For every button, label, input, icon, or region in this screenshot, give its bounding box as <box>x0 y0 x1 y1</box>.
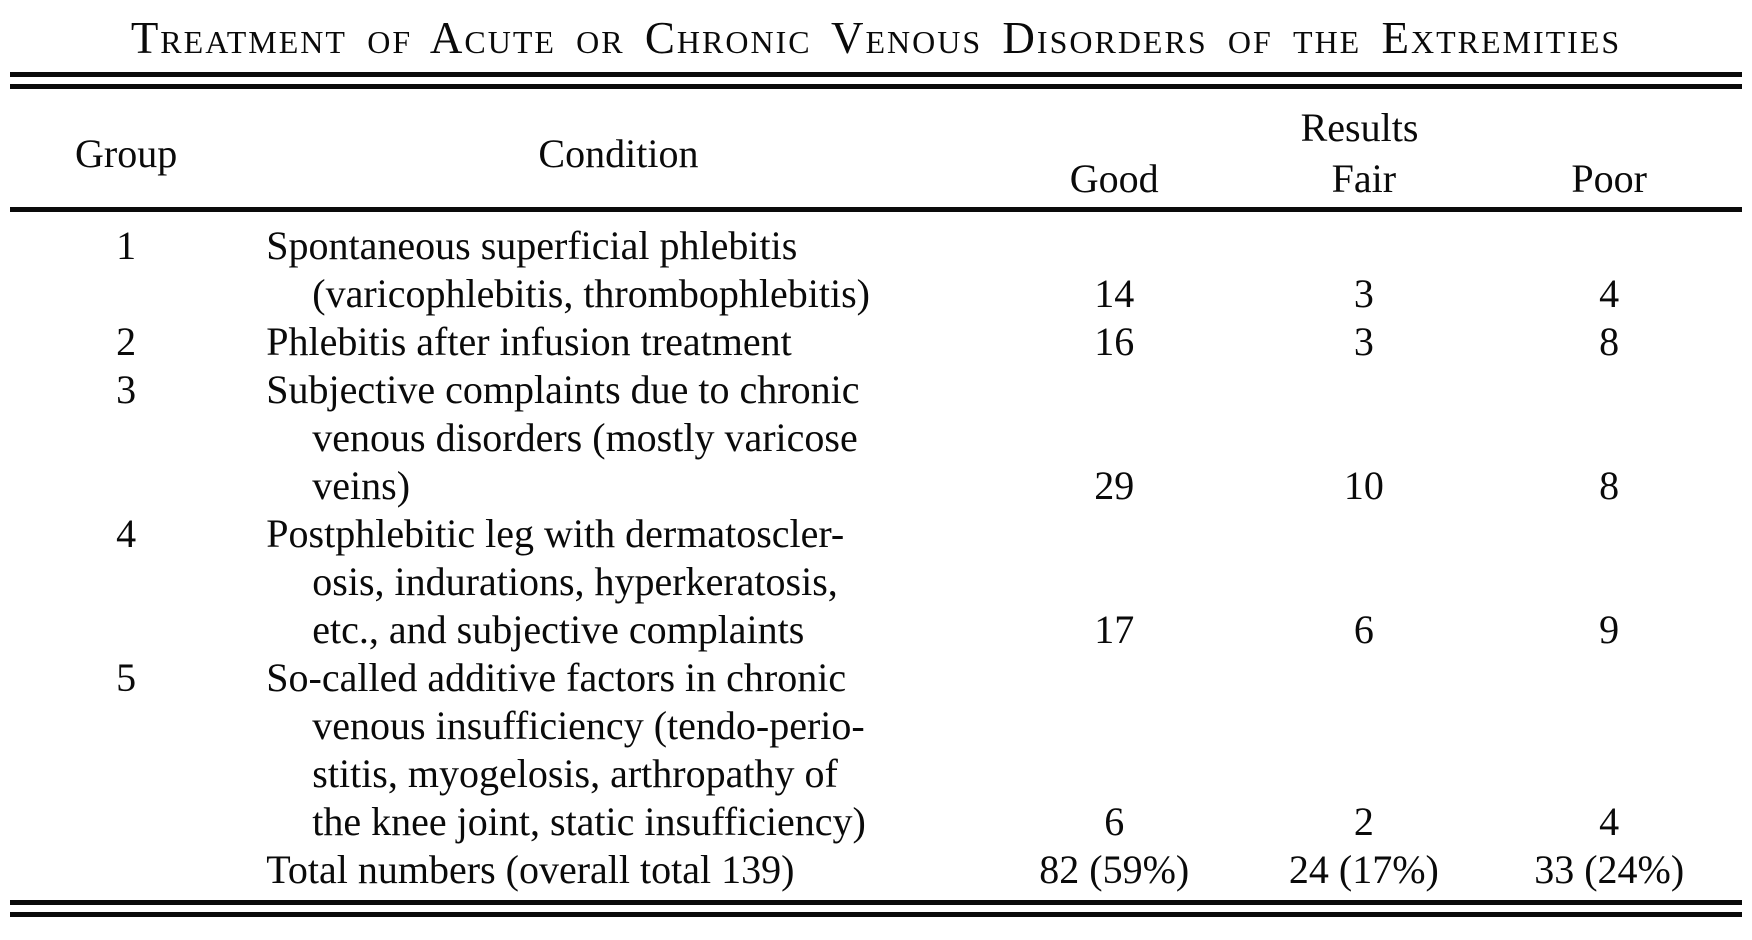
condition-line: veins) <box>312 463 411 508</box>
group-number-cell: 2 <box>116 319 137 364</box>
rule-line <box>10 912 1742 917</box>
condition-line: etc., and subjective complaints <box>312 607 805 652</box>
condition-line: the knee joint, static insufficiency) <box>312 799 866 844</box>
table-row: 3 Subjective complaints due to chronic v… <box>0 366 1752 510</box>
condition-line: So-called additive factors in chronic <box>266 655 847 700</box>
table-title: Treatment of Acute or Chronic Venous Dis… <box>130 13 1622 63</box>
good-value-cell: 6 <box>1104 799 1125 844</box>
table-row: 5 So-called additive factors in chronic … <box>0 654 1752 846</box>
condition-line: Spontaneous superficial phlebitis <box>266 223 798 268</box>
condition-cell: Subjective complaints due to chronic ven… <box>252 366 984 510</box>
fair-value-cell: 3 <box>1353 271 1374 316</box>
column-header-poor: Poor <box>1571 156 1647 201</box>
good-value-cell: 14 <box>1094 271 1135 316</box>
condition-line: osis, indurations, hyperkeratosis, <box>312 559 838 604</box>
column-header-fair: Fair <box>1331 156 1397 201</box>
poor-value-cell: 8 <box>1599 319 1620 364</box>
fair-value-cell: 2 <box>1353 799 1374 844</box>
header-separator-rule <box>10 207 1742 212</box>
totals-label: Total numbers (overall total 139) <box>266 847 795 892</box>
rule-line <box>10 72 1742 77</box>
fair-value-cell: 10 <box>1343 463 1384 508</box>
poor-value-cell: 4 <box>1599 271 1620 316</box>
condition-line: Postphlebitic leg with dermatoscler- <box>266 511 845 556</box>
good-value-cell: 16 <box>1094 319 1135 364</box>
table-row: 1 Spontaneous superficial phlebitis (var… <box>0 222 1752 318</box>
totals-fair-cell: 24 (17%) <box>1288 847 1439 892</box>
group-number-cell: 1 <box>116 223 137 268</box>
top-double-rule <box>0 72 1752 89</box>
condition-line: stitis, myogelosis, arthropathy of <box>312 751 838 796</box>
poor-value-cell: 4 <box>1599 799 1620 844</box>
condition-line: venous disorders (mostly varicose <box>312 415 858 460</box>
rule-line <box>10 84 1742 89</box>
fair-value-cell: 6 <box>1353 607 1374 652</box>
poor-value-cell: 8 <box>1599 463 1620 508</box>
condition-cell: Phlebitis after infusion treatment <box>252 318 984 366</box>
condition-line: Subjective complaints due to chronic <box>266 367 860 412</box>
good-value-cell: 29 <box>1094 463 1135 508</box>
condition-line: venous insufficiency (tendo-perio- <box>312 703 865 748</box>
column-header-results: Results <box>1300 105 1419 150</box>
column-header-group: Group <box>75 130 178 176</box>
poor-value-cell: 9 <box>1599 607 1620 652</box>
table-body: 1 Spontaneous superficial phlebitis (var… <box>0 212 1752 894</box>
condition-cell: Postphlebitic leg with dermatoscler- osi… <box>252 510 984 654</box>
rule-line <box>10 900 1742 905</box>
fair-value-cell: 3 <box>1353 319 1374 364</box>
totals-poor-cell: 33 (24%) <box>1534 847 1685 892</box>
column-header-condition: Condition <box>538 130 699 176</box>
bottom-double-rule <box>0 900 1752 917</box>
condition-line: Phlebitis after infusion treatment <box>266 319 792 364</box>
table-header-row: Group Condition Results Good Fair Poor <box>0 99 1752 207</box>
column-header-good: Good <box>1069 156 1159 201</box>
group-number-cell: 3 <box>116 367 137 412</box>
totals-good-cell: 82 (59%) <box>1039 847 1190 892</box>
group-number-cell: 4 <box>116 511 137 556</box>
table-row: 2 Phlebitis after infusion treatment 16 … <box>0 318 1752 366</box>
condition-cell: So-called additive factors in chronic ve… <box>252 654 984 846</box>
totals-row: Total numbers (overall total 139) 82 (59… <box>0 846 1752 894</box>
group-number-cell: 5 <box>116 655 137 700</box>
table-row: 4 Postphlebitic leg with dermatoscler- o… <box>0 510 1752 654</box>
good-value-cell: 17 <box>1094 607 1135 652</box>
condition-cell: Spontaneous superficial phlebitis (varic… <box>252 222 984 318</box>
condition-line: (varicophlebitis, thrombophlebitis) <box>312 271 870 316</box>
